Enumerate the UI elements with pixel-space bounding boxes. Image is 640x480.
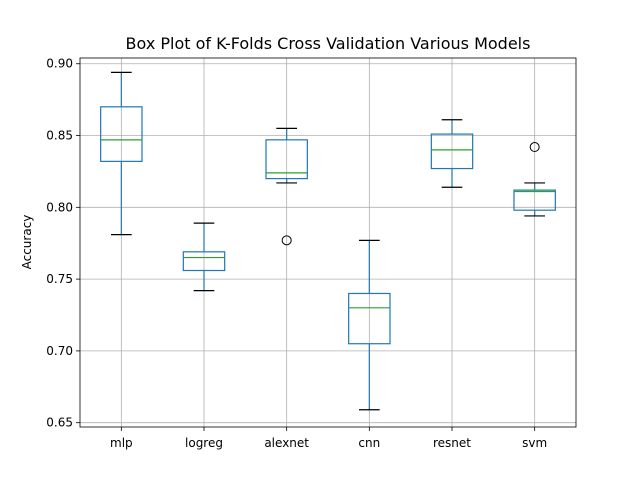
x-tick-label: cnn bbox=[358, 436, 380, 450]
box-logreg bbox=[182, 222, 226, 292]
y-tick-label: 0.90 bbox=[46, 57, 73, 71]
axes-frame bbox=[79, 57, 577, 428]
box-body bbox=[348, 292, 391, 345]
box-body bbox=[265, 139, 308, 180]
box-alexnet bbox=[265, 127, 308, 246]
grid-lines bbox=[80, 58, 576, 427]
x-tick-label: mlp bbox=[110, 436, 133, 450]
y-tick-label: 0.65 bbox=[46, 416, 73, 430]
x-tick-label: alexnet bbox=[264, 436, 309, 450]
box-svm bbox=[513, 142, 556, 217]
y-tick-label: 0.70 bbox=[46, 344, 73, 358]
x-tick-label: logreg bbox=[185, 436, 223, 450]
box-body bbox=[100, 106, 143, 162]
x-tick-label: resnet bbox=[433, 436, 471, 450]
outlier-point bbox=[281, 235, 292, 246]
y-axis-label: Accuracy bbox=[20, 215, 34, 270]
x-tick-label: svm bbox=[522, 436, 547, 450]
box-body bbox=[513, 189, 556, 211]
box-body bbox=[430, 133, 474, 170]
box-marks bbox=[100, 71, 556, 411]
axes: 0.65 0.70 0.75 0.80 0.85 0.90 mlp logreg alexnet… bbox=[46, 57, 577, 450]
box-resnet bbox=[430, 119, 474, 188]
y-tick-label: 0.75 bbox=[46, 272, 73, 286]
box-body bbox=[182, 251, 226, 272]
box-mlp bbox=[100, 71, 143, 236]
outlier-point bbox=[529, 142, 540, 153]
y-tick-label: 0.85 bbox=[46, 129, 73, 143]
box-cnn bbox=[348, 239, 391, 411]
chart-title: Box Plot of K-Folds Cross Validation Var… bbox=[126, 34, 531, 53]
y-tick-label: 0.80 bbox=[46, 200, 73, 214]
